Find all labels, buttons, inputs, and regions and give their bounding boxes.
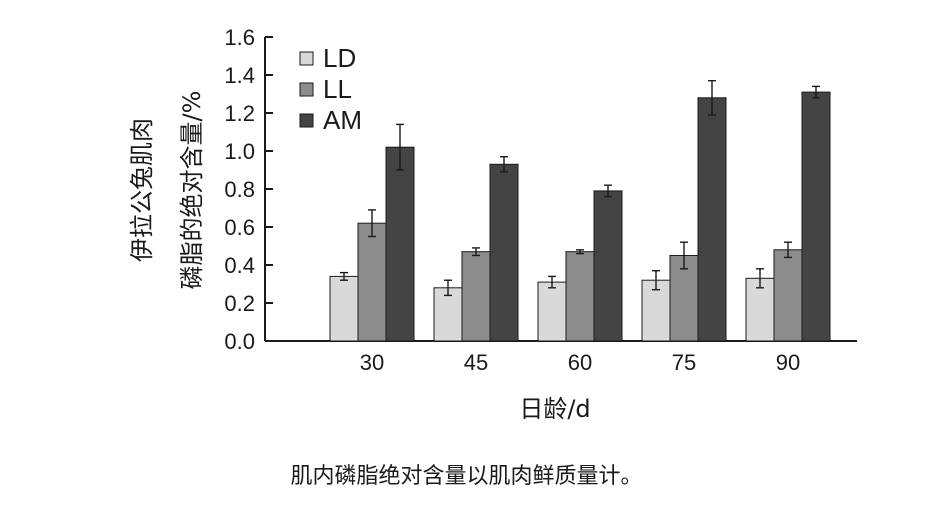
y-tick-label: 0.4	[224, 253, 255, 278]
y-tick-label: 1.6	[224, 25, 255, 50]
bar-LL-75	[669, 255, 699, 342]
bar-LD-45	[433, 287, 463, 342]
x-axis-title: 日龄/d	[519, 395, 590, 423]
bar-LL-45	[461, 251, 491, 342]
bar-AM-60	[593, 190, 623, 342]
legend-swatch-LD	[299, 51, 314, 66]
y-tick-label: 1.0	[224, 139, 255, 164]
figure-caption: 肌内磷脂绝对含量以肌肉鲜质量计。	[290, 464, 643, 489]
legend-label-LL: LL	[323, 74, 352, 104]
bar-AM-75	[697, 97, 727, 342]
y-tick-label: 0.0	[224, 329, 255, 354]
y-tick-label: 1.2	[224, 101, 255, 126]
y-tick-label: 0.8	[224, 177, 255, 202]
bar-LL-60	[565, 251, 595, 342]
x-tick-label-30: 30	[360, 350, 384, 375]
x-tick-label-90: 90	[776, 350, 800, 375]
y-tick-label: 0.2	[224, 291, 255, 316]
bar-LD-30	[329, 275, 359, 342]
bar-AM-90	[801, 91, 831, 342]
plot-area: 0.0 0.2 0.4 0.6 0.8 1.0 1.2 1.4 1.6 30 45 60 75 90	[224, 25, 857, 375]
bar-LL-30	[357, 222, 387, 342]
y-tick-label: 1.4	[224, 63, 255, 88]
y-axis-title-line1: 伊拉公兔肌肉	[128, 118, 156, 262]
bar-AM-30	[385, 146, 415, 342]
legend-label-LD: LD	[323, 43, 356, 73]
x-tick-label-75: 75	[672, 350, 696, 375]
bar-LL-90	[773, 249, 803, 342]
x-tick-label-60: 60	[568, 350, 592, 375]
bar-chart: 伊拉公兔肌肉 磷脂的绝对含量/% 日龄/d 0.0 0.2 0.4 0.6 0.8 1.0…	[128, 25, 857, 423]
legend-swatch-AM	[299, 113, 314, 128]
bar-AM-45	[489, 163, 519, 342]
y-axis-title-line2: 磷脂的绝对含量/%	[178, 91, 206, 290]
legend-label-AM: AM	[323, 105, 362, 135]
bar-LD-60	[537, 281, 567, 342]
y-axis-title: 伊拉公兔肌肉 磷脂的绝对含量/%	[128, 91, 206, 290]
y-tick-label: 0.6	[224, 215, 255, 240]
x-tick-label-45: 45	[464, 350, 488, 375]
legend-swatch-LL	[299, 82, 314, 97]
bar-LD-90	[745, 277, 775, 342]
